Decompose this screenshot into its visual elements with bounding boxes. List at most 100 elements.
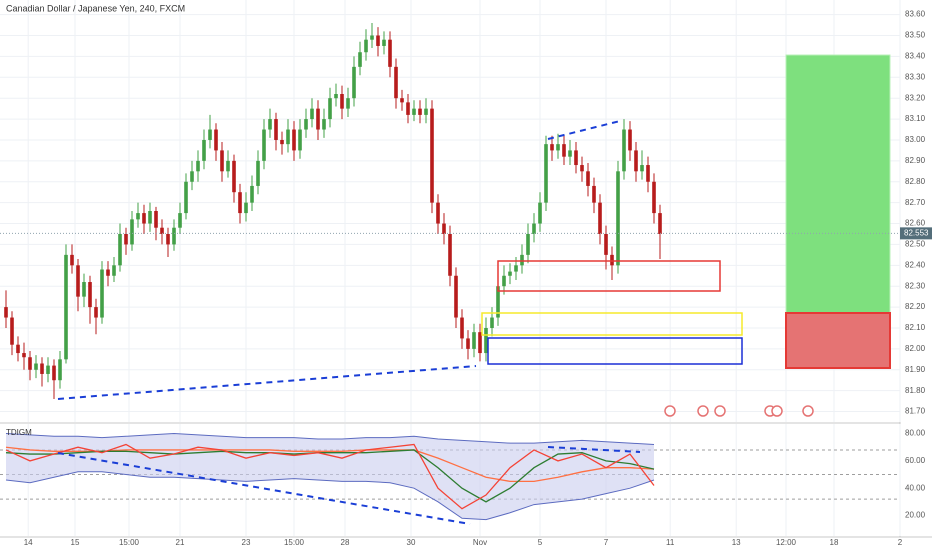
candle-body (640, 165, 644, 172)
last-price-label: 82.553 (904, 228, 929, 237)
candle-body (430, 108, 434, 203)
candle-body (10, 317, 14, 345)
candle-body (478, 332, 482, 354)
candle-body (34, 363, 38, 370)
trendline (547, 446, 641, 453)
candle-body (262, 129, 266, 161)
candle-body (298, 129, 302, 151)
x-tick-label: 30 (407, 538, 416, 547)
candle-body (16, 344, 20, 354)
y-tick-label: 82.90 (905, 156, 926, 165)
candle-body (64, 254, 68, 360)
candle-body (364, 39, 368, 53)
candle-body (28, 357, 32, 370)
candle-body (76, 265, 80, 297)
x-tick-label: 21 (176, 538, 185, 547)
candle-body (448, 233, 452, 276)
candle-body (178, 213, 182, 228)
candle-body (250, 185, 254, 203)
candle-body (604, 233, 608, 255)
candle-body (136, 213, 140, 220)
candle-body (286, 129, 290, 145)
last-price-tag (900, 227, 932, 240)
x-tick-label: 23 (242, 538, 251, 547)
y-tick-label: 81.90 (905, 365, 926, 374)
candle-body (658, 213, 662, 234)
y-tick-label: 82.40 (905, 260, 926, 269)
candle-body (376, 35, 380, 46)
candle-body (580, 165, 584, 172)
y-tick-label: 82.20 (905, 302, 926, 311)
event-icon[interactable] (697, 405, 709, 417)
indicator-line (5, 449, 655, 503)
candle-body (154, 211, 158, 228)
x-tick-label: 15 (71, 538, 80, 547)
zone-box (497, 260, 721, 292)
candle-body (616, 171, 620, 266)
candle-body (382, 39, 386, 46)
candle-body (22, 353, 26, 358)
y-tick-label: 82.30 (905, 281, 926, 290)
candle-body (214, 129, 218, 151)
y-tick-label: 82.60 (905, 219, 926, 228)
indicator-line (5, 446, 655, 483)
candle-body (118, 233, 122, 266)
candle-body (220, 150, 224, 172)
candle-body (40, 363, 44, 374)
candle-body (232, 160, 236, 193)
y-tick-label: 20.00 (905, 511, 926, 520)
candle-body (370, 35, 374, 40)
candle-body (550, 144, 554, 151)
candle-body (628, 129, 632, 151)
x-tick-label: 15:00 (119, 538, 140, 547)
candle-body (304, 119, 308, 130)
x-tick-label: 15:00 (284, 538, 305, 547)
y-tick-label: 83.60 (905, 10, 926, 19)
event-icon[interactable] (664, 405, 676, 417)
x-tick-label: 5 (538, 538, 543, 547)
candle-body (466, 338, 470, 349)
candle-body (646, 165, 650, 182)
y-tick-label: 82.50 (905, 240, 926, 249)
candle-body (82, 282, 86, 297)
candle-body (148, 211, 152, 224)
candle-body (58, 359, 62, 381)
candle-body (142, 213, 146, 224)
candle-body (4, 307, 8, 318)
candle-body (610, 254, 614, 266)
candle-body (454, 275, 458, 318)
y-tick-label: 83.40 (905, 52, 926, 61)
candle-body (88, 282, 92, 308)
candle-body (322, 119, 326, 130)
candle-body (358, 52, 362, 67)
candle-body (598, 202, 602, 234)
candle-body (652, 181, 656, 214)
candle-body (46, 365, 50, 374)
profit-zone (785, 54, 891, 314)
candle-body (238, 192, 242, 214)
indicator-line (5, 433, 655, 445)
event-icon[interactable] (802, 405, 814, 417)
x-tick-label: 2 (898, 538, 903, 547)
candle-body (268, 119, 272, 130)
candle-body (460, 317, 464, 339)
candle-body (436, 202, 440, 224)
candle-body (346, 98, 350, 109)
y-tick-label: 83.30 (905, 72, 926, 81)
candle-body (52, 365, 56, 381)
candle-body (586, 171, 590, 186)
y-tick-label: 83.50 (905, 31, 926, 40)
candle-body (472, 332, 476, 349)
y-tick-label: 83.10 (905, 114, 926, 123)
candle-body (502, 275, 506, 287)
candle-body (190, 171, 194, 182)
candle-body (406, 102, 410, 115)
candle-body (292, 129, 296, 151)
x-tick-label: 7 (604, 538, 609, 547)
candle-body (94, 307, 98, 318)
candle-body (520, 254, 524, 266)
event-icon[interactable] (771, 405, 783, 417)
candle-body (160, 227, 164, 234)
event-icon[interactable] (714, 405, 726, 417)
